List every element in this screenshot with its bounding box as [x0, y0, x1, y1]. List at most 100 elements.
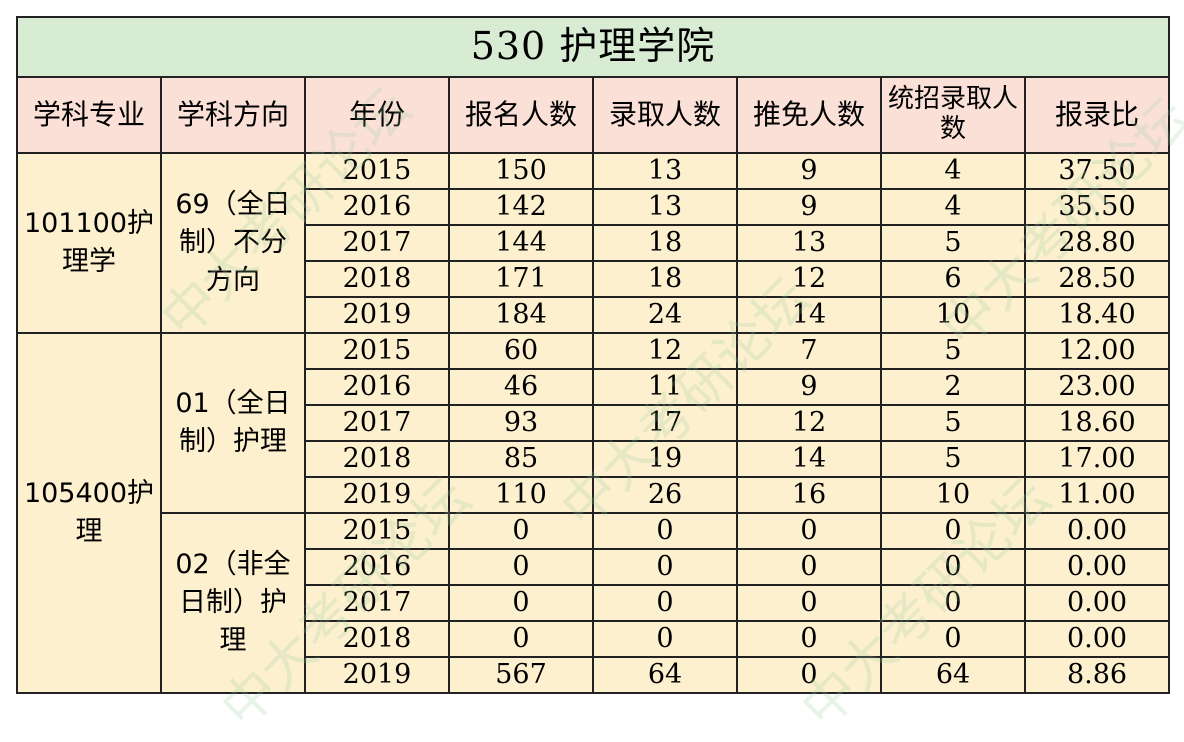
exempt-cell: 0 — [736, 584, 882, 622]
year-cell: 2019 — [304, 656, 450, 694]
exempt-cell: 9 — [736, 152, 882, 190]
ratio-cell: 0.00 — [1024, 584, 1170, 622]
admitted-cell: 12 — [592, 332, 738, 370]
table-title: 530 护理学院 — [16, 16, 1170, 78]
applicants-cell: 0 — [448, 512, 594, 550]
applicants-cell: 150 — [448, 152, 594, 190]
table-row: 2018 171 18 12 6 28.50 — [17, 260, 1170, 298]
exempt-cell: 0 — [736, 512, 882, 550]
admission-table-container: 530 护理学院 学科专业 学科方向 年份 报名人数 录取人数 推免人数 统招录… — [16, 16, 1170, 694]
unified-cell: 0 — [880, 620, 1026, 658]
header-exempt: 推免人数 — [736, 76, 882, 154]
header-admitted: 录取人数 — [592, 76, 738, 154]
header-direction: 学科方向 — [160, 76, 306, 154]
exempt-cell: 7 — [736, 332, 882, 370]
admitted-cell: 18 — [592, 260, 738, 298]
table-row: 2017 0 0 0 0 0.00 — [17, 584, 1170, 622]
admitted-cell: 64 — [592, 656, 738, 694]
exempt-cell: 12 — [736, 260, 882, 298]
year-cell: 2018 — [304, 440, 450, 478]
ratio-cell: 18.40 — [1024, 296, 1170, 334]
header-applicants: 报名人数 — [448, 76, 594, 154]
unified-cell: 0 — [880, 548, 1026, 586]
unified-cell: 0 — [880, 512, 1026, 550]
table-row: 2019 184 24 14 10 18.40 — [17, 296, 1170, 334]
table-row: 2017 144 18 13 5 28.80 — [17, 224, 1170, 262]
ratio-cell: 37.50 — [1024, 152, 1170, 190]
ratio-cell: 28.50 — [1024, 260, 1170, 298]
exempt-cell: 0 — [736, 620, 882, 658]
exempt-cell: 0 — [736, 548, 882, 586]
year-cell: 2017 — [304, 584, 450, 622]
admitted-cell: 24 — [592, 296, 738, 334]
table-row: 02（非全日制）护理 2015 0 0 0 0 0.00 — [17, 512, 1170, 694]
admitted-cell: 0 — [592, 512, 738, 550]
unified-cell: 10 — [880, 476, 1026, 514]
admission-statistics-table: 530 护理学院 学科专业 学科方向 年份 报名人数 录取人数 推免人数 统招录… — [16, 16, 1170, 694]
unified-cell: 5 — [880, 440, 1026, 478]
applicants-cell: 0 — [448, 620, 594, 658]
header-row: 学科专业 学科方向 年份 报名人数 录取人数 推免人数 统招录取人数 报录比 — [16, 76, 1170, 154]
ratio-cell: 23.00 — [1024, 368, 1170, 406]
applicants-cell: 93 — [448, 404, 594, 442]
year-cell: 2018 — [304, 260, 450, 298]
table-row: 105400护理 01（全日制）护理 2015 60 12 7 5 12.00 — [16, 332, 1170, 694]
year-cell: 2016 — [304, 548, 450, 586]
ratio-cell: 18.60 — [1024, 404, 1170, 442]
header-ratio: 报录比 — [1024, 76, 1170, 154]
header-unified: 统招录取人数 — [880, 76, 1026, 154]
year-cell: 2015 — [304, 512, 450, 550]
applicants-cell: 60 — [448, 332, 594, 370]
unified-cell: 4 — [880, 188, 1026, 226]
exempt-cell: 0 — [736, 656, 882, 694]
direction-cell: 02（非全日制）护理 — [160, 512, 306, 694]
unified-cell: 5 — [880, 404, 1026, 442]
table-row: 2019 567 64 0 64 8.86 — [17, 656, 1170, 694]
year-cell: 2019 — [304, 476, 450, 514]
unified-cell: 4 — [880, 152, 1026, 190]
unified-cell: 2 — [880, 368, 1026, 406]
header-year: 年份 — [304, 76, 450, 154]
admitted-cell: 17 — [592, 404, 738, 442]
ratio-cell: 0.00 — [1024, 620, 1170, 658]
admitted-cell: 0 — [592, 548, 738, 586]
year-cell: 2017 — [304, 224, 450, 262]
admitted-cell: 11 — [592, 368, 738, 406]
applicants-cell: 0 — [448, 584, 594, 622]
exempt-cell: 14 — [736, 296, 882, 334]
admitted-cell: 19 — [592, 440, 738, 478]
ratio-cell: 8.86 — [1024, 656, 1170, 694]
table-row: 2018 0 0 0 0 0.00 — [17, 620, 1170, 658]
unified-cell: 64 — [880, 656, 1026, 694]
table-row: 2017 93 17 12 5 18.60 — [17, 404, 1170, 442]
year-cell: 2016 — [304, 188, 450, 226]
year-cell: 2015 — [304, 152, 450, 190]
year-cell: 2015 — [304, 332, 450, 370]
admitted-cell: 18 — [592, 224, 738, 262]
header-major: 学科专业 — [16, 76, 162, 154]
ratio-cell: 28.80 — [1024, 224, 1170, 262]
applicants-cell: 46 — [448, 368, 594, 406]
table-row: 2016 142 13 9 4 35.50 — [17, 188, 1170, 226]
ratio-cell: 17.00 — [1024, 440, 1170, 478]
applicants-cell: 110 — [448, 476, 594, 514]
applicants-cell: 171 — [448, 260, 594, 298]
unified-cell: 5 — [880, 224, 1026, 262]
direction-cell: 01（全日制）护理 — [160, 332, 306, 514]
ratio-cell: 11.00 — [1024, 476, 1170, 514]
direction-cell: 69（全日制）不分方向 — [160, 152, 306, 334]
major-cell: 105400护理 — [16, 332, 162, 694]
table-row: 101100护理学 69（全日制）不分方向 2015 150 13 9 4 37.50 — [16, 152, 1170, 334]
unified-cell: 0 — [880, 584, 1026, 622]
applicants-cell: 0 — [448, 548, 594, 586]
exempt-cell: 9 — [736, 188, 882, 226]
exempt-cell: 13 — [736, 224, 882, 262]
table-row: 2019 110 26 16 10 11.00 — [17, 476, 1170, 514]
year-cell: 2016 — [304, 368, 450, 406]
admitted-cell: 0 — [592, 584, 738, 622]
applicants-cell: 85 — [448, 440, 594, 478]
ratio-cell: 0.00 — [1024, 512, 1170, 550]
unified-cell: 10 — [880, 296, 1026, 334]
ratio-cell: 0.00 — [1024, 548, 1170, 586]
admitted-cell: 26 — [592, 476, 738, 514]
